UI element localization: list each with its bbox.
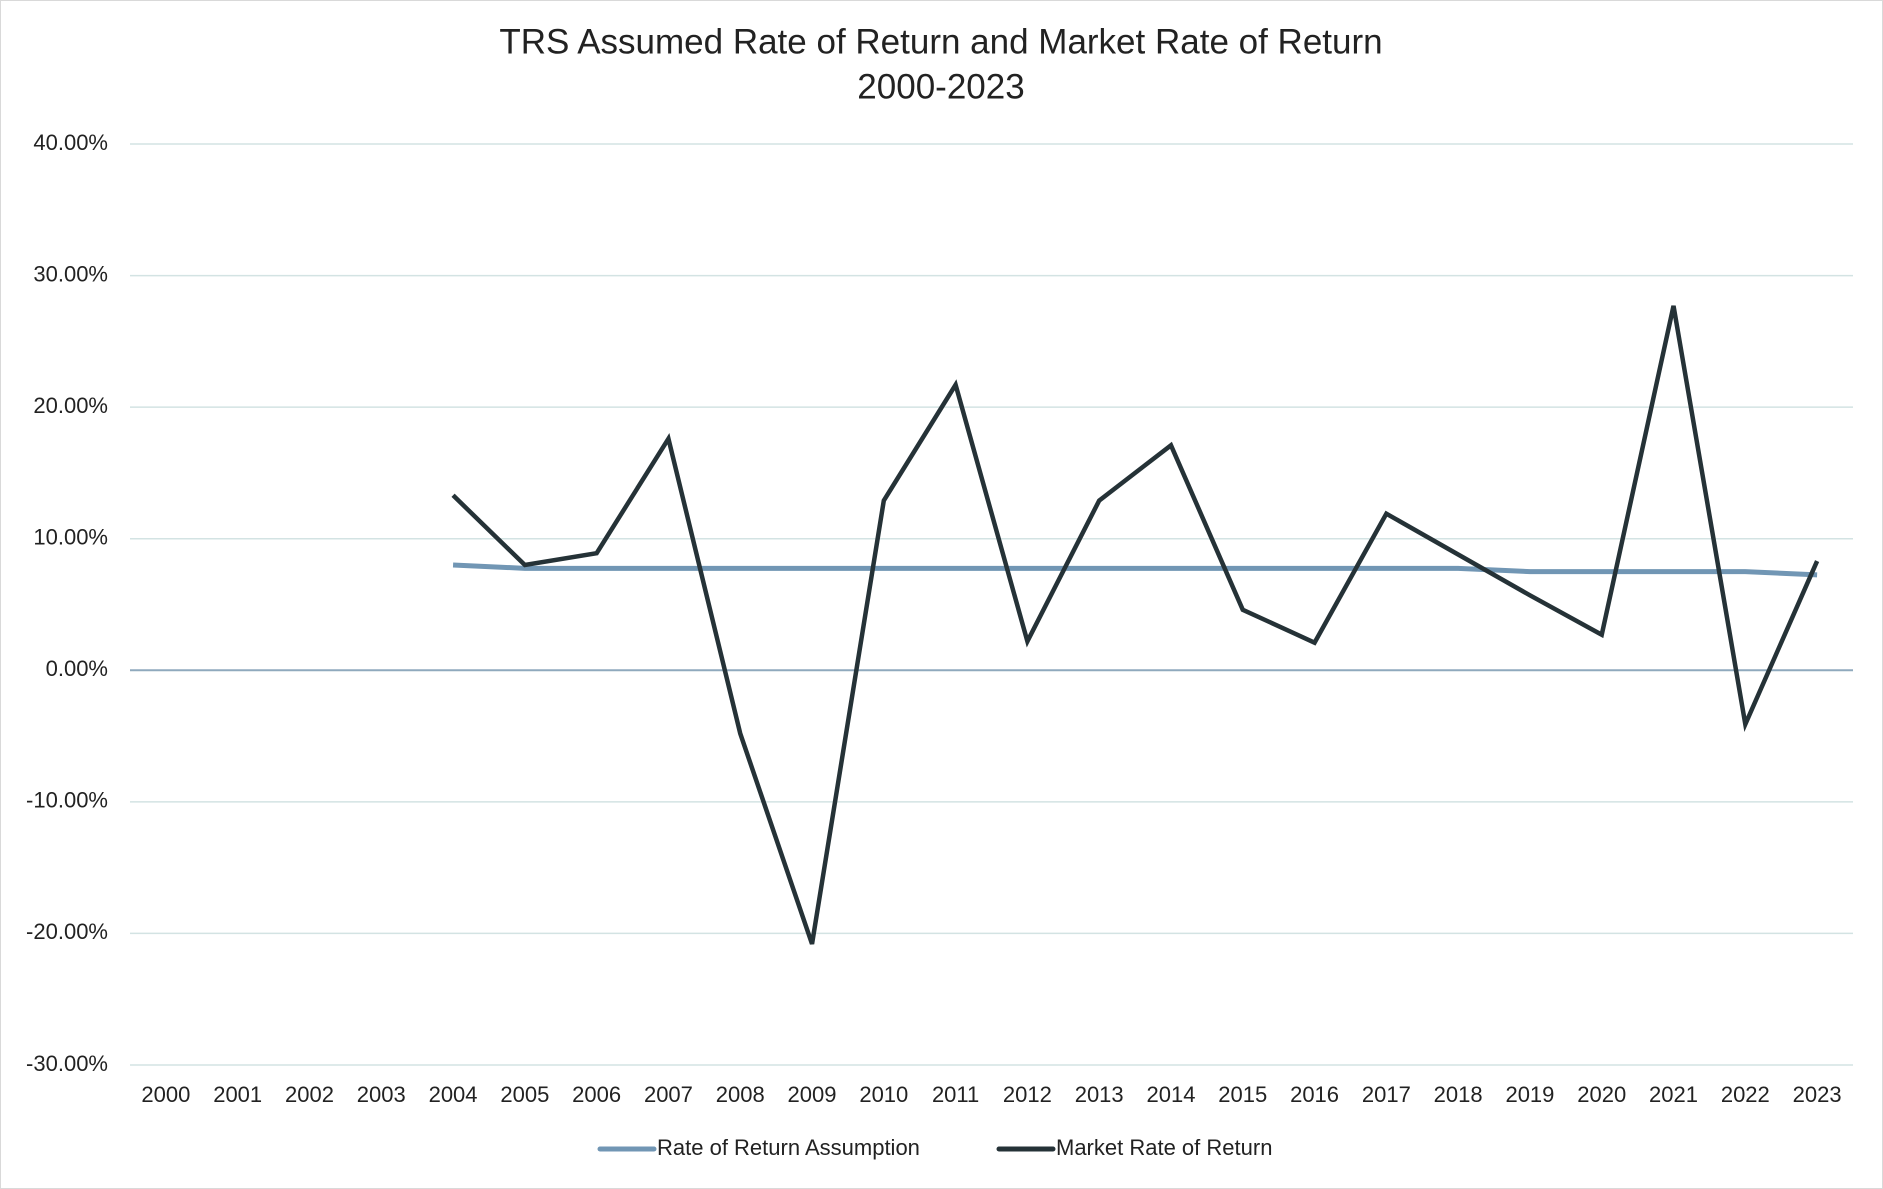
x-tick-label: 2015 <box>1218 1082 1267 1107</box>
x-tick-label: 2010 <box>859 1082 908 1107</box>
x-tick-label: 2014 <box>1147 1082 1196 1107</box>
series-line <box>452 562 1818 578</box>
y-tick-label: 20.00% <box>33 393 108 418</box>
x-tick-label: 2000 <box>141 1082 190 1107</box>
legend-label: Rate of Return Assumption <box>657 1135 920 1160</box>
x-tick-label: 2005 <box>500 1082 549 1107</box>
y-tick-label: 10.00% <box>33 525 108 550</box>
x-tick-label: 2016 <box>1290 1082 1339 1107</box>
x-tick-label: 2006 <box>572 1082 621 1107</box>
y-tick-label: 40.00% <box>33 130 108 155</box>
x-tick-label: 2019 <box>1505 1082 1554 1107</box>
y-tick-label: -20.00% <box>26 919 108 944</box>
x-tick-label: 2004 <box>429 1082 478 1107</box>
x-tick-label: 2009 <box>788 1082 837 1107</box>
y-tick-label: -30.00% <box>26 1051 108 1076</box>
x-tick-label: 2020 <box>1577 1082 1626 1107</box>
x-tick-label: 2023 <box>1793 1082 1842 1107</box>
y-tick-label: 30.00% <box>33 261 108 286</box>
x-tick-label: 2017 <box>1362 1082 1411 1107</box>
x-tick-label: 2001 <box>213 1082 262 1107</box>
chart-title: TRS Assumed Rate of Return and Market Ra… <box>499 22 1382 61</box>
x-tick-label: 2011 <box>932 1082 979 1107</box>
x-tick-label: 2022 <box>1721 1082 1770 1107</box>
series-line <box>451 305 1820 945</box>
x-tick-label: 2013 <box>1075 1082 1124 1107</box>
x-tick-label: 2018 <box>1434 1082 1483 1107</box>
x-tick-label: 2021 <box>1649 1082 1698 1107</box>
x-tick-label: 2012 <box>1003 1082 1052 1107</box>
x-tick-label: 2007 <box>644 1082 693 1107</box>
x-tick-label: 2003 <box>357 1082 406 1107</box>
chart-subtitle: 2000-2023 <box>857 67 1024 106</box>
x-tick-label: 2002 <box>285 1082 334 1107</box>
x-tick-label: 2008 <box>716 1082 765 1107</box>
y-tick-label: 0.00% <box>46 656 108 681</box>
legend-label: Market Rate of Return <box>1056 1135 1272 1160</box>
y-tick-label: -10.00% <box>26 788 108 813</box>
